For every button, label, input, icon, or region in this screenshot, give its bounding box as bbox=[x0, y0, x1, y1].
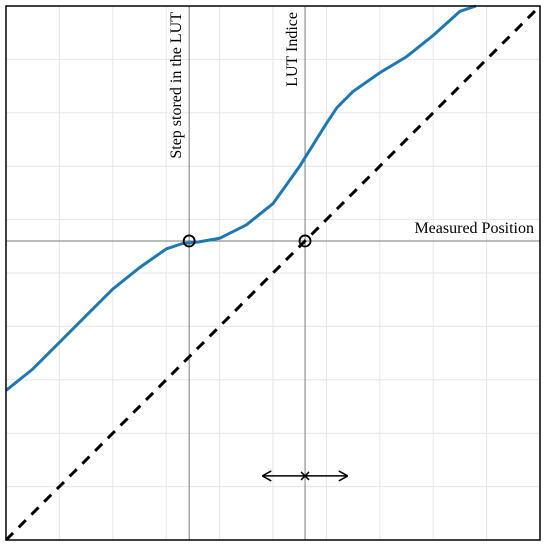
lut-indice-label: LUT Indice bbox=[284, 12, 301, 87]
lut-curve bbox=[6, 6, 476, 390]
lut-chart: Measured Position Step stored in the LUT L… bbox=[0, 0, 546, 546]
step-stored-label: Step stored in the LUT bbox=[168, 12, 185, 159]
markers-group bbox=[184, 235, 348, 480]
labels-group: Measured Position Step stored in the LUT L… bbox=[168, 12, 534, 237]
measured-position-label: Measured Position bbox=[414, 220, 534, 237]
